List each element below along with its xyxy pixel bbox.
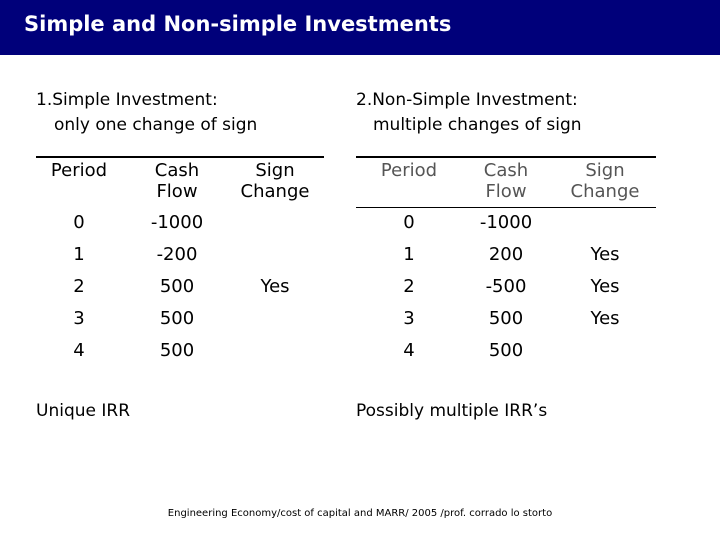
multiple-irr-note: Possibly multiple IRR’s (356, 401, 548, 421)
non-simple-row-1-period: 1 (403, 244, 415, 265)
slide-title: Simple and Non-simple Investments (24, 12, 452, 36)
non-simple-row-3-period: 3 (403, 308, 415, 329)
simple-row-0-cash-flow: -1000 (150, 212, 204, 233)
non-simple-row-2-cash-flow: -500 (485, 276, 527, 297)
simple-investment-heading: 1.Simple Investment: only one change of … (36, 88, 257, 138)
simple-row-1-cash-flow: -200 (156, 244, 198, 265)
non-simple-table-top-rule (356, 156, 656, 158)
non-simple-col-sign-change-label: Sign Change (570, 160, 640, 202)
non-simple-col-sign-change: Sign Change (555, 160, 655, 202)
non-simple-row-1-cash-flow: 200 (488, 244, 524, 265)
non-simple-heading-line2: multiple changes of sign (373, 115, 582, 135)
simple-heading-line2: only one change of sign (54, 115, 258, 135)
non-simple-row-2-period: 2 (403, 276, 415, 297)
non-simple-col-period-label: Period (380, 160, 438, 181)
non-simple-row-3-cash-flow: 500 (488, 308, 524, 329)
non-simple-col-cash-flow-label: Cash Flow (483, 160, 529, 202)
simple-row-3-period: 3 (73, 308, 85, 329)
non-simple-row-0-cash-flow: -1000 (479, 212, 533, 233)
non-simple-investment-heading: 2.Non-Simple Investment: multiple change… (356, 88, 582, 138)
simple-col-sign-change: Sign Change (225, 160, 325, 202)
unique-irr-note: Unique IRR (36, 401, 131, 421)
non-simple-table-header-rule (356, 207, 656, 208)
simple-col-sign-change-label: Sign Change (240, 160, 310, 202)
simple-row-4-cash-flow: 500 (159, 340, 195, 361)
simple-row-2-period: 2 (73, 276, 85, 297)
simple-heading-line1: 1.Simple Investment: (36, 90, 218, 110)
non-simple-row-4-cash-flow: 500 (488, 340, 524, 361)
simple-row-1-period: 1 (73, 244, 85, 265)
simple-col-cash-flow: Cash Flow (132, 160, 222, 202)
non-simple-row-1-sign-change: Yes (590, 244, 620, 265)
non-simple-row-0-period: 0 (403, 212, 415, 233)
simple-col-cash-flow-label: Cash Flow (154, 160, 200, 202)
non-simple-row-2-sign-change: Yes (590, 276, 620, 297)
simple-col-period-label: Period (50, 160, 108, 181)
simple-row-2-cash-flow: 500 (159, 276, 195, 297)
non-simple-heading-line1: 2.Non-Simple Investment: (356, 90, 578, 110)
simple-row-0-period: 0 (73, 212, 85, 233)
footer-credit: Engineering Economy/cost of capital and … (167, 508, 553, 519)
simple-table-top-rule (36, 156, 324, 158)
simple-row-4-period: 4 (73, 340, 85, 361)
non-simple-col-period: Period (362, 160, 456, 181)
non-simple-row-4-period: 4 (403, 340, 415, 361)
non-simple-row-3-sign-change: Yes (590, 308, 620, 329)
simple-col-period: Period (36, 160, 122, 181)
title-bar: Simple and Non-simple Investments (0, 0, 720, 55)
simple-row-2-sign-change: Yes (260, 276, 290, 297)
non-simple-col-cash-flow: Cash Flow (460, 160, 552, 202)
simple-row-3-cash-flow: 500 (159, 308, 195, 329)
